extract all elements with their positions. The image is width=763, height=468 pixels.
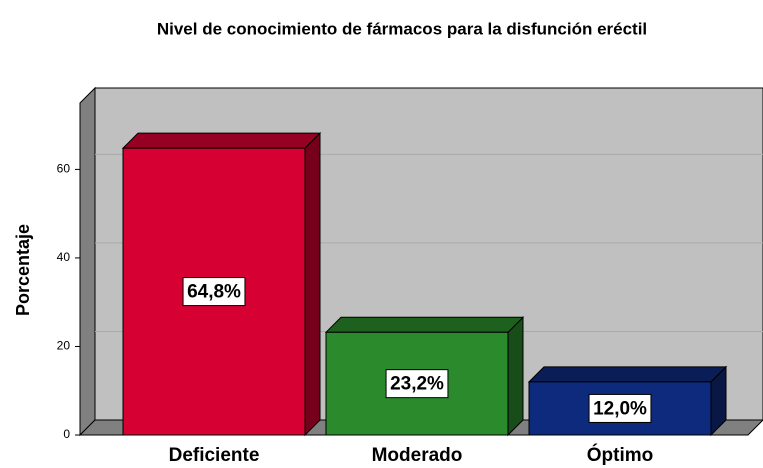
y-tick-label: 40 bbox=[57, 250, 71, 264]
x-tick-label: Moderado bbox=[372, 445, 463, 466]
bar-side bbox=[507, 316, 524, 437]
bar-top bbox=[527, 366, 728, 383]
value-label-box bbox=[588, 393, 652, 423]
value-label-box bbox=[385, 369, 449, 399]
chart-title: Nivel de conocimiento de fármacos para l… bbox=[157, 19, 647, 38]
y-axis-label: Porcentaje bbox=[13, 224, 33, 316]
bar-top bbox=[121, 132, 322, 149]
value-label: 23,2% bbox=[390, 374, 444, 395]
y-tick-label: 0 bbox=[63, 427, 70, 441]
y-tick-label: 20 bbox=[57, 339, 71, 353]
bar-side bbox=[304, 131, 321, 437]
x-tick-label: Deficiente bbox=[169, 445, 260, 466]
value-label-box bbox=[182, 277, 246, 307]
x-tick-label: Óptimo bbox=[587, 444, 654, 466]
left-wall bbox=[79, 86, 96, 437]
y-tick-label: 60 bbox=[57, 162, 71, 176]
value-label: 64,8% bbox=[187, 282, 241, 303]
bar-top bbox=[324, 316, 525, 333]
value-label: 12,0% bbox=[593, 398, 647, 419]
